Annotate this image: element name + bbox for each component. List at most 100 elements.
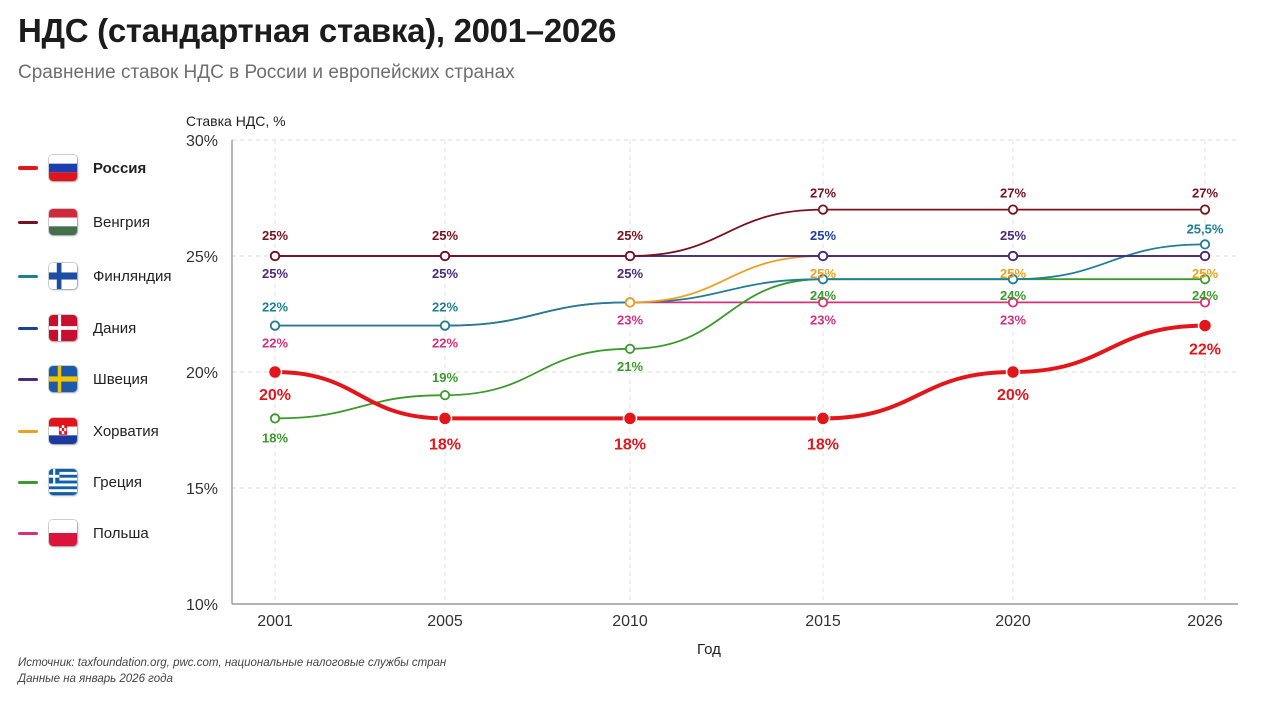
legend-swatch (18, 531, 38, 535)
legend-label: Венгрия (93, 213, 150, 231)
data-label-russia: 18% (807, 436, 839, 453)
legend-swatch (18, 326, 38, 330)
legend-swatch (18, 480, 38, 484)
chart-subtitle: Сравнение ставок НДС в России и европейс… (18, 62, 515, 83)
data-point-finland (817, 274, 829, 285)
data-point-finland (1199, 239, 1211, 250)
data-point-greece (439, 390, 451, 401)
data-point-russia (267, 364, 283, 380)
data-label-hungary: 27% (1192, 186, 1218, 201)
y-tick-label: 15% (186, 481, 218, 498)
data-point-finland (269, 320, 281, 331)
data-point-hungary (817, 204, 829, 215)
russia-flag-icon (49, 155, 77, 181)
data-label-poland: 23% (810, 312, 836, 327)
data-label-finland: 22% (262, 300, 288, 315)
data-point-hungary (269, 250, 281, 262)
data-label-hungary: 27% (1000, 186, 1026, 201)
data-label-sweden: 25% (262, 266, 288, 281)
data-point-finland (439, 320, 451, 331)
data-label-greece: 24% (1192, 288, 1218, 303)
data-label-croatia: 25% (1000, 266, 1026, 281)
data-point-sweden (817, 250, 829, 262)
series-line-hungary (274, 208, 1206, 257)
data-label-poland: 22% (262, 336, 288, 351)
series-line-finland (274, 243, 1206, 327)
data-point-russia (1197, 318, 1213, 333)
data-point-greece (1199, 274, 1211, 285)
series-line-russia (273, 323, 1207, 421)
legend-label: Хорватия (93, 422, 159, 440)
legend-label: Швеция (93, 370, 148, 388)
data-label-greece: 24% (1000, 288, 1026, 303)
greece-flag-icon (49, 469, 77, 495)
legend-label: Греция (93, 473, 143, 491)
data-point-croatia (624, 297, 636, 308)
data-point-sweden (1007, 250, 1019, 262)
data-label-greece: 18% (262, 430, 288, 445)
data-point-greece (624, 343, 636, 354)
data-label-sweden: 25% (1000, 228, 1026, 243)
data-label-greece: 19% (432, 370, 458, 385)
legend-label: Россия (93, 159, 147, 177)
legend-swatch (18, 377, 38, 381)
y-tick-label: 30% (186, 133, 218, 150)
legend-swatch (18, 429, 38, 433)
hungary-flag-icon (49, 209, 77, 235)
data-label-russia: 18% (614, 436, 646, 453)
croatia-flag-icon (49, 418, 77, 444)
legend-label: Польша (93, 524, 149, 542)
legend-item-sweden: Швеция (18, 364, 148, 394)
data-label-sweden: 25% (432, 266, 458, 281)
x-tick-label: 2005 (427, 613, 463, 630)
data-label-hungary: 25% (262, 228, 288, 243)
data-label-hungary: 25% (432, 228, 458, 243)
legend-swatch (18, 274, 38, 278)
data-label-hungary: 27% (810, 186, 836, 201)
x-axis-title: Год (697, 641, 721, 658)
data-point-poland (1007, 297, 1019, 308)
data-point-russia (1005, 364, 1021, 380)
data-label-poland: 23% (1000, 312, 1026, 327)
data-point-hungary (624, 250, 636, 262)
data-label-sweden: 25% (617, 266, 643, 281)
data-point-russia (815, 411, 831, 426)
x-tick-label: 2015 (805, 613, 841, 630)
data-label-hungary: 25% (617, 228, 643, 243)
legend-swatch (18, 166, 38, 170)
legend-item-finland: Финляндия (18, 261, 171, 291)
data-label-poland: 22% (432, 336, 458, 351)
data-point-poland (817, 297, 829, 308)
x-tick-label: 2026 (1187, 613, 1223, 630)
x-tick-label: 2020 (995, 613, 1031, 630)
chart-title: НДС (стандартная ставка), 2001–2026 (18, 12, 617, 49)
chart-footer: Источник: taxfoundation.org, pwc.com, на… (18, 655, 446, 687)
data-label-finland: 25,5% (1187, 221, 1224, 236)
legend-item-denmark: Дания (18, 313, 136, 343)
data-point-greece (269, 413, 281, 424)
data-point-russia (437, 411, 453, 426)
sweden-flag-icon (49, 366, 77, 392)
legend-label: Финляндия (93, 267, 172, 285)
data-label-russia: 18% (429, 436, 461, 453)
x-tick-label: 2001 (257, 613, 293, 630)
data-label-russia: 20% (259, 387, 291, 404)
y-tick-label: 10% (186, 597, 218, 614)
data-point-russia (622, 411, 638, 426)
series-line-greece (274, 278, 1206, 420)
data-label-denmark: 25% (810, 228, 836, 243)
data-label-croatia: 25% (1192, 266, 1218, 281)
finland-flag-icon (49, 263, 77, 289)
data-label-poland: 23% (617, 312, 643, 327)
data-point-hungary (1007, 204, 1019, 215)
y-tick-label: 25% (186, 249, 218, 266)
legend-item-poland: Польша (18, 518, 149, 548)
legend-swatch (18, 220, 38, 224)
poland-flag-icon (49, 520, 77, 546)
legend-label: Дания (93, 319, 137, 337)
denmark-flag-icon (49, 315, 77, 341)
data-label-russia: 22% (1189, 342, 1221, 359)
y-tick-label: 20% (186, 365, 218, 382)
series-line-poland (274, 301, 1206, 327)
